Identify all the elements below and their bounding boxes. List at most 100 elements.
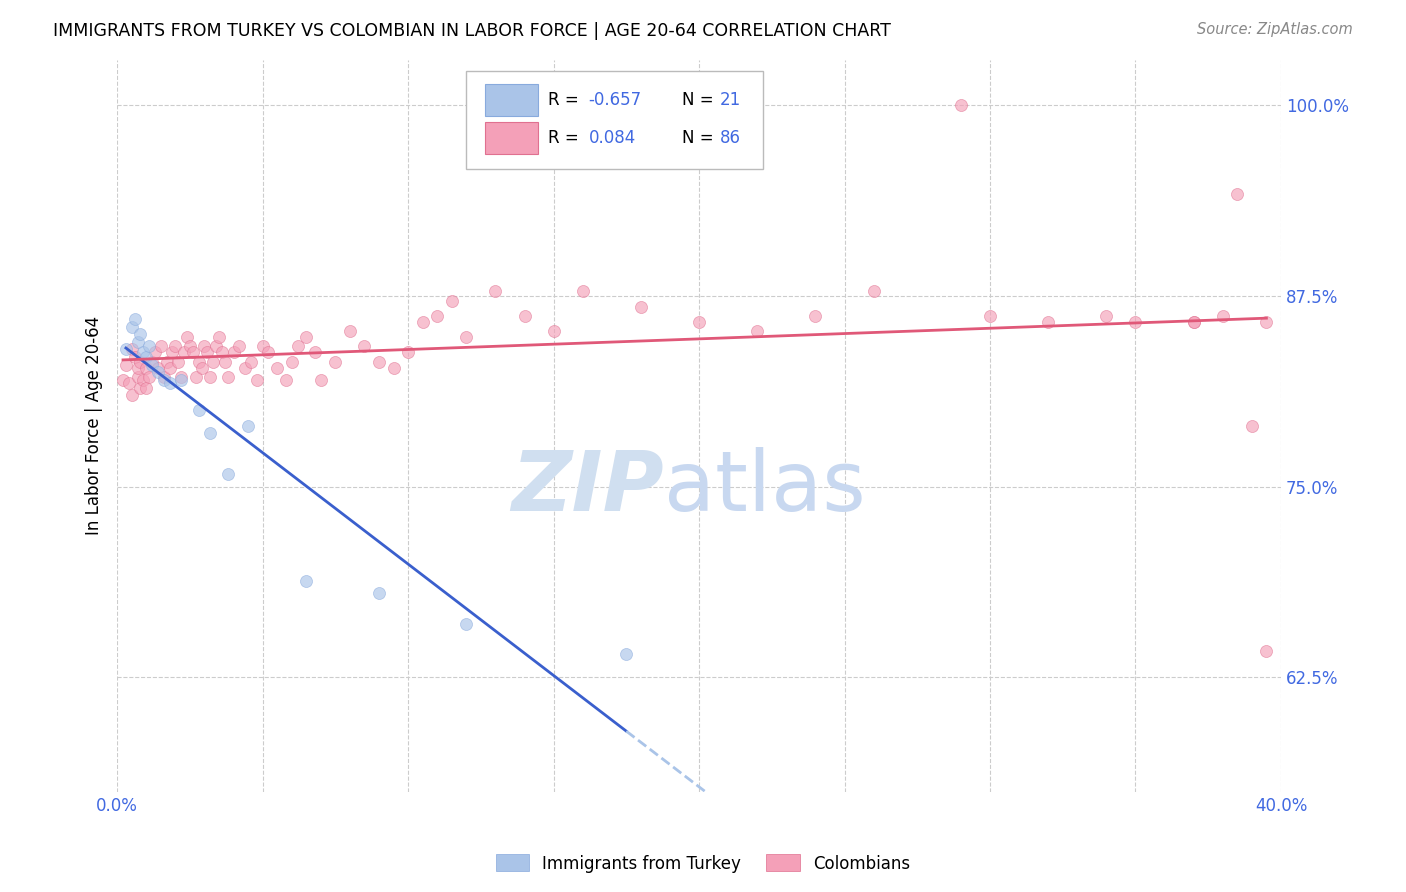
Point <box>149 339 172 353</box>
Point <box>412 315 434 329</box>
Point <box>1182 315 1205 329</box>
Text: R =: R = <box>548 129 583 147</box>
Point <box>368 586 391 600</box>
Point <box>124 311 146 326</box>
Point <box>143 345 166 359</box>
Point <box>152 373 174 387</box>
Text: 0.084: 0.084 <box>589 129 636 147</box>
Point <box>246 373 269 387</box>
Point <box>228 339 250 353</box>
Point <box>129 327 152 342</box>
Point <box>287 339 309 353</box>
Point <box>688 315 710 329</box>
Point <box>200 426 222 441</box>
Point <box>205 339 228 353</box>
Point <box>190 360 212 375</box>
Point <box>233 360 256 375</box>
Point <box>115 358 138 372</box>
Point <box>121 343 143 357</box>
Point <box>165 339 187 353</box>
Point <box>309 373 332 387</box>
Point <box>127 334 149 349</box>
Point <box>304 345 326 359</box>
Point <box>614 648 637 662</box>
Y-axis label: In Labor Force | Age 20-64: In Labor Force | Age 20-64 <box>86 316 103 535</box>
Point <box>1256 644 1278 658</box>
Point <box>138 339 160 353</box>
Text: Source: ZipAtlas.com: Source: ZipAtlas.com <box>1197 22 1353 37</box>
Point <box>127 360 149 375</box>
Point <box>513 309 536 323</box>
Point <box>129 380 152 394</box>
Point <box>135 360 157 375</box>
Point <box>121 388 143 402</box>
Point <box>195 345 218 359</box>
Point <box>1226 186 1249 201</box>
Point <box>257 345 280 359</box>
Text: ZIP: ZIP <box>512 448 664 528</box>
Point <box>325 354 347 368</box>
Point <box>217 467 239 482</box>
Point <box>132 373 155 387</box>
Point <box>222 345 245 359</box>
Point <box>571 285 593 299</box>
Point <box>146 360 169 375</box>
Text: 86: 86 <box>720 129 741 147</box>
Point <box>862 285 884 299</box>
Point <box>135 380 157 394</box>
Legend: Immigrants from Turkey, Colombians: Immigrants from Turkey, Colombians <box>489 847 917 880</box>
FancyBboxPatch shape <box>485 84 538 116</box>
Point <box>426 309 449 323</box>
Point <box>630 300 652 314</box>
Point <box>156 354 179 368</box>
Point <box>1095 309 1118 323</box>
Point <box>138 369 160 384</box>
Point <box>179 339 201 353</box>
Point <box>135 350 157 364</box>
Point <box>111 373 134 387</box>
Point <box>368 354 391 368</box>
Point <box>159 376 181 390</box>
Point <box>295 574 318 589</box>
Point <box>252 339 274 353</box>
Point <box>266 360 288 375</box>
Text: N =: N = <box>682 129 718 147</box>
Text: atlas: atlas <box>664 448 866 528</box>
Point <box>440 293 463 308</box>
Point <box>167 354 190 368</box>
Point <box>159 360 181 375</box>
Point <box>141 358 163 372</box>
Point <box>184 369 207 384</box>
Point <box>1125 315 1147 329</box>
Point <box>274 373 297 387</box>
Point <box>1240 418 1263 433</box>
Point <box>804 309 827 323</box>
Point <box>396 345 419 359</box>
Point <box>949 98 972 112</box>
Point <box>170 369 193 384</box>
Point <box>141 354 163 368</box>
Point <box>543 324 565 338</box>
Point <box>240 354 263 368</box>
Point <box>173 345 195 359</box>
Point <box>170 373 193 387</box>
Point <box>202 354 225 368</box>
Point <box>214 354 236 368</box>
Point <box>1212 309 1234 323</box>
Text: R =: R = <box>548 91 583 109</box>
Point <box>1182 315 1205 329</box>
FancyBboxPatch shape <box>467 70 763 169</box>
Point <box>152 369 174 384</box>
Point <box>295 330 318 344</box>
Point <box>146 365 169 379</box>
Point <box>1256 315 1278 329</box>
Point <box>979 309 1001 323</box>
Text: N =: N = <box>682 91 718 109</box>
Point <box>115 343 138 357</box>
Point <box>339 324 361 338</box>
Point <box>456 330 478 344</box>
Point <box>747 324 769 338</box>
Point <box>200 369 222 384</box>
FancyBboxPatch shape <box>485 122 538 154</box>
Point <box>484 285 506 299</box>
